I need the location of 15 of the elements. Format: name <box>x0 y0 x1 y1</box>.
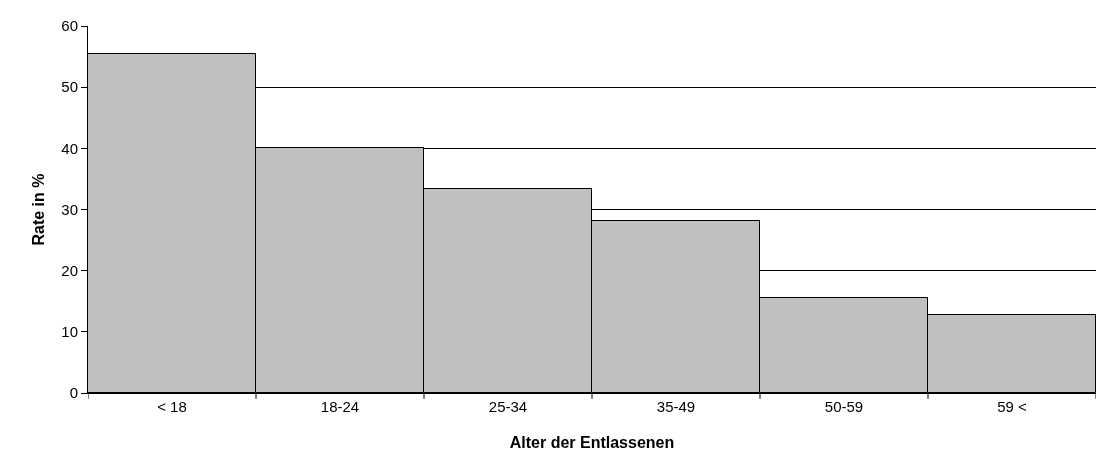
x-tick-label: 35-49 <box>656 398 696 415</box>
y-tick-label: 50 <box>61 78 78 96</box>
y-tick-label: 10 <box>61 323 78 341</box>
y-tick-label: 30 <box>61 200 78 218</box>
x-tick-label: < 18 <box>157 398 187 415</box>
y-tick-label: 60 <box>61 17 78 35</box>
x-tick-label: 18-24 <box>320 398 360 415</box>
y-tick-label: 20 <box>61 261 78 279</box>
x-tick-label: 59 < <box>997 398 1028 415</box>
y-tick-label: 40 <box>61 139 78 157</box>
x-axis-title: Alter der Entlassenen <box>509 433 675 451</box>
x-tick-label: 50-59 <box>824 398 864 415</box>
y-axis-title: Rate in % <box>30 173 48 246</box>
x-tick-label: 25-34 <box>488 398 528 415</box>
y-tick-label: 0 <box>69 384 78 402</box>
